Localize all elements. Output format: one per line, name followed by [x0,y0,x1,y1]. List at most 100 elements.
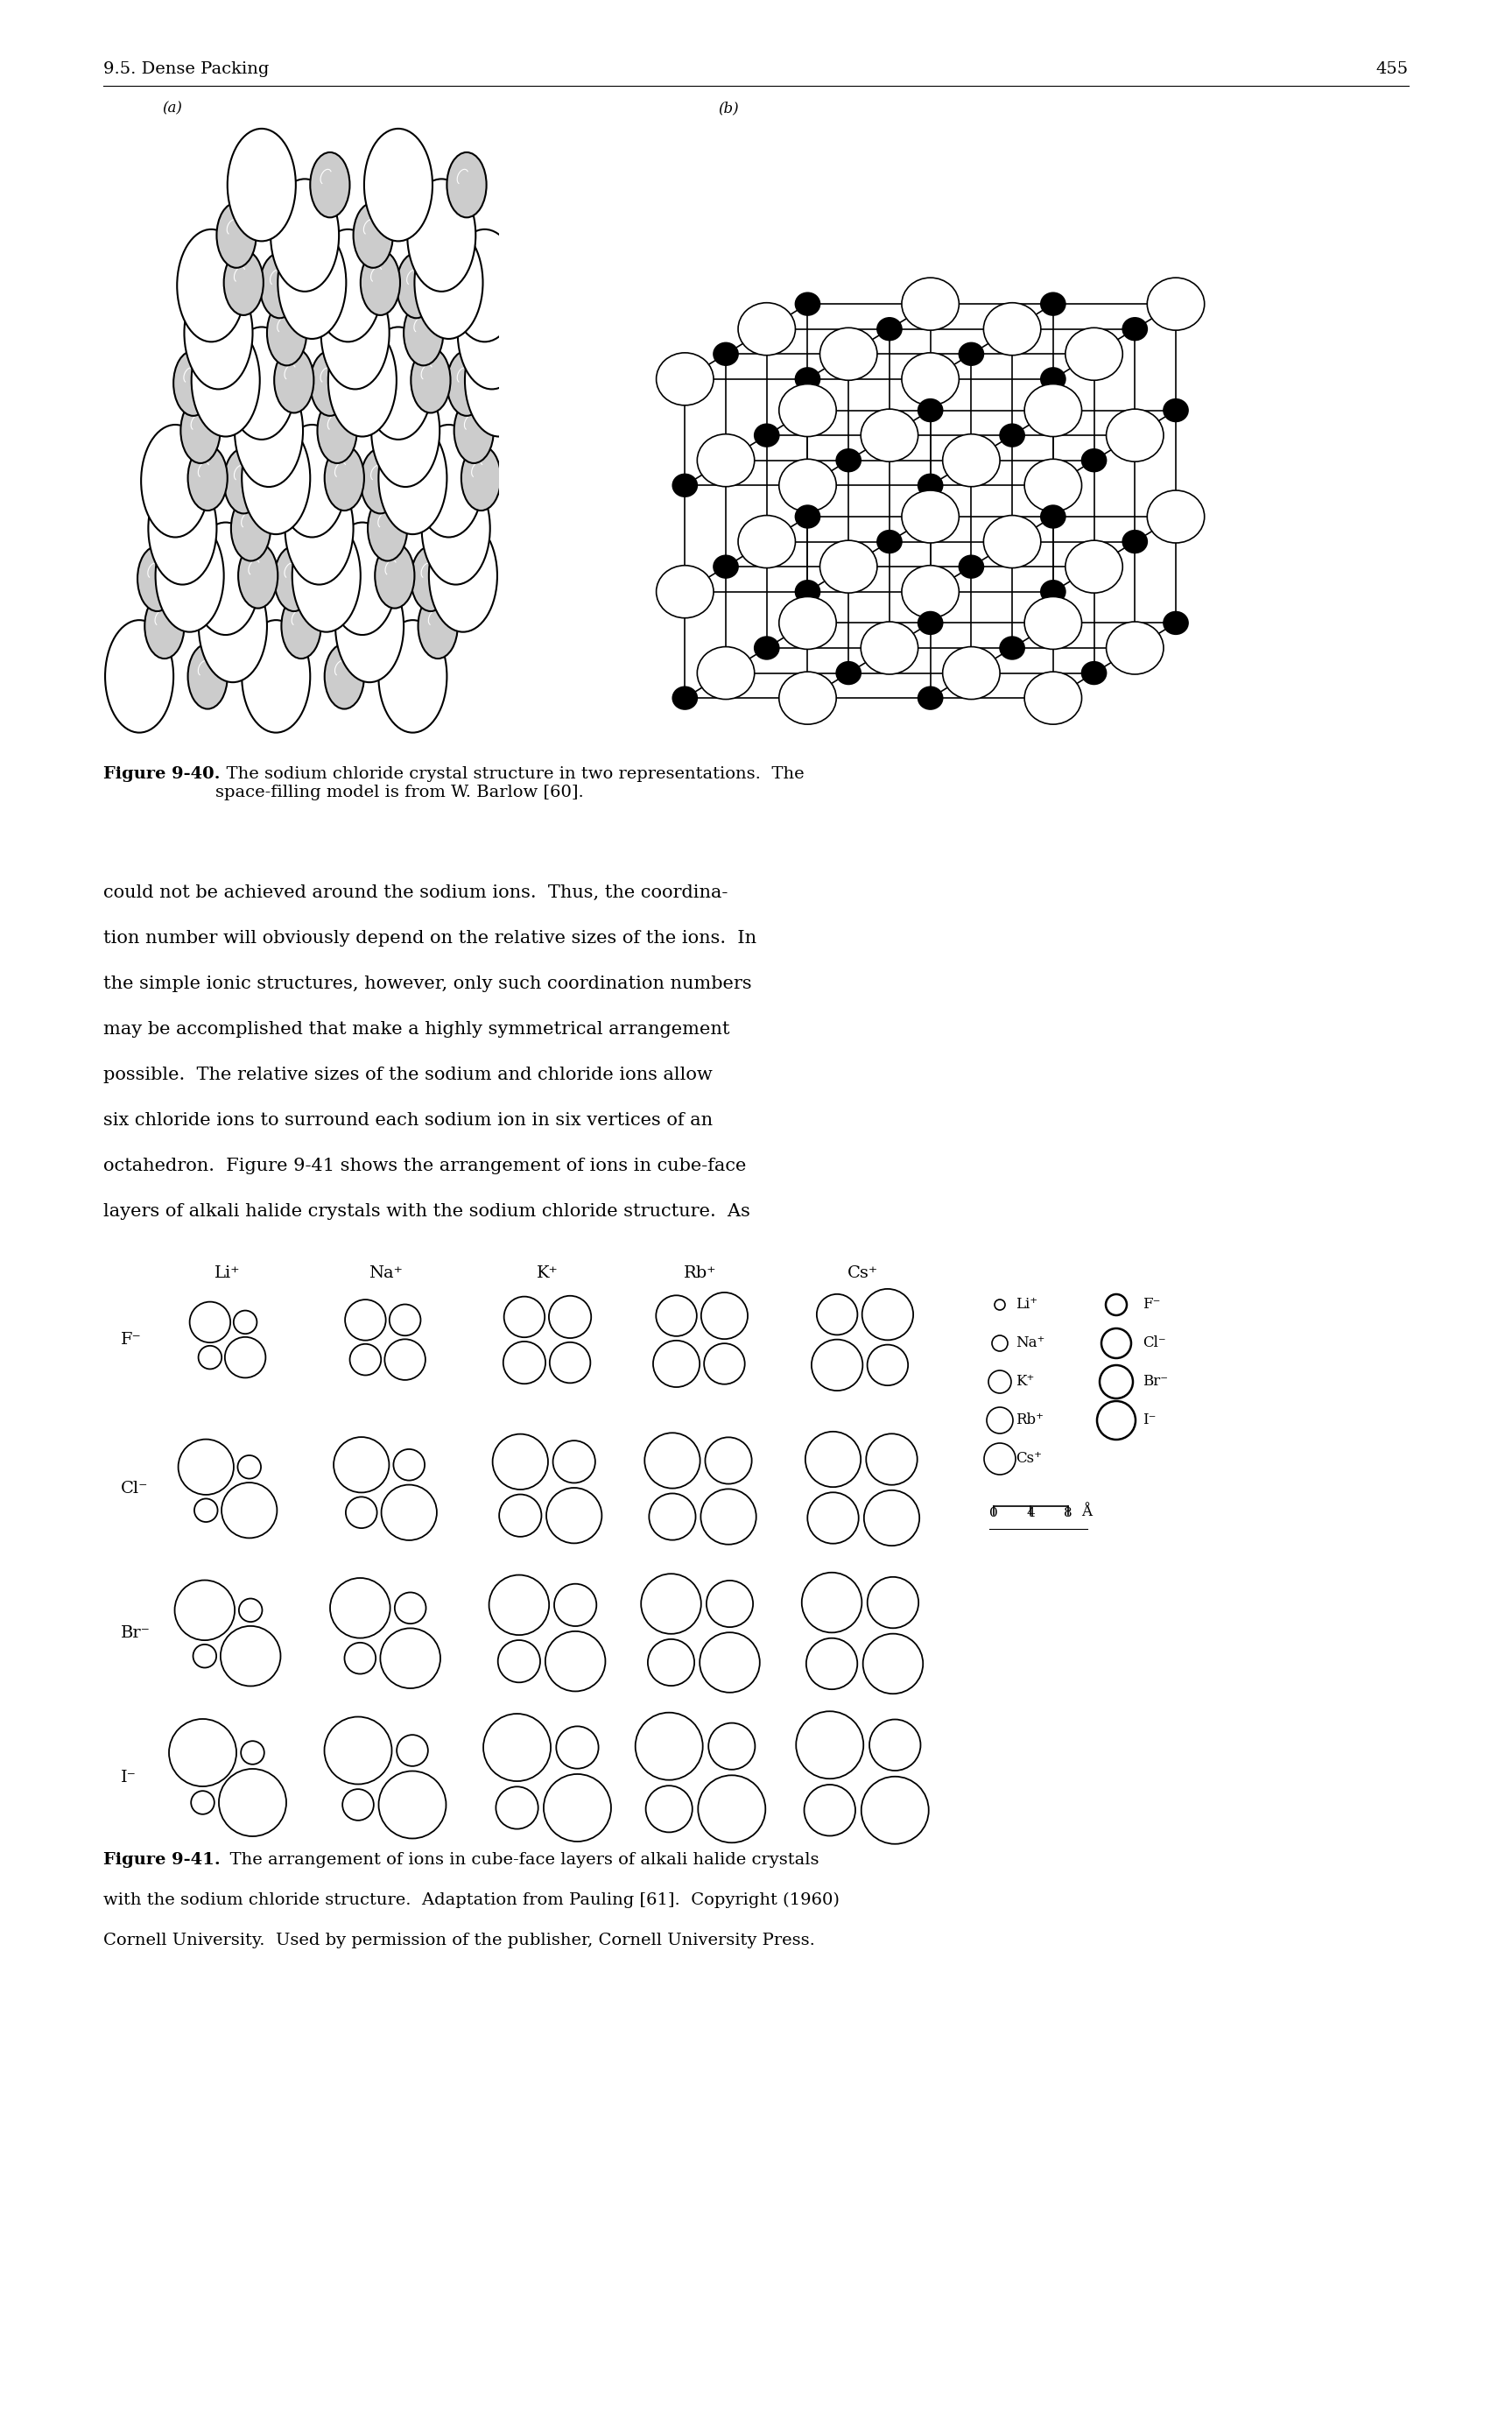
Circle shape [546,1487,602,1543]
Text: the simple ionic structures, however, only such coordination numbers: the simple ionic structures, however, on… [103,974,751,991]
Circle shape [381,1628,440,1689]
Circle shape [148,471,216,586]
Circle shape [174,350,213,416]
Circle shape [429,520,497,632]
Circle shape [404,301,443,364]
Circle shape [192,323,260,437]
Circle shape [653,1341,700,1388]
Circle shape [1105,1295,1126,1315]
Circle shape [1107,622,1164,673]
Text: I⁻: I⁻ [121,1769,136,1786]
Circle shape [656,1295,697,1336]
Circle shape [454,399,493,464]
Circle shape [942,435,999,486]
Circle shape [999,637,1025,659]
Circle shape [393,1448,425,1480]
Circle shape [175,1580,234,1640]
Circle shape [321,277,389,389]
Circle shape [862,1288,913,1339]
Circle shape [1081,450,1107,471]
Circle shape [1025,459,1081,513]
Circle shape [860,408,918,462]
Circle shape [284,471,354,586]
Circle shape [816,1295,857,1334]
Circle shape [836,661,860,685]
Circle shape [407,180,476,292]
Circle shape [550,1341,590,1383]
Circle shape [1040,505,1066,527]
Circle shape [239,544,278,608]
Circle shape [983,515,1040,569]
Circle shape [233,1310,257,1334]
Circle shape [189,1302,230,1341]
Circle shape [268,301,307,364]
Circle shape [318,399,357,464]
Circle shape [346,1497,376,1528]
Circle shape [863,1490,919,1545]
Text: I⁻: I⁻ [1143,1412,1157,1429]
Circle shape [995,1300,1005,1310]
Circle shape [496,1786,538,1830]
Circle shape [901,566,959,617]
Circle shape [367,496,407,561]
Circle shape [328,323,396,437]
Circle shape [709,1723,754,1769]
Circle shape [984,1443,1016,1475]
Circle shape [169,1718,236,1786]
Circle shape [1099,1366,1132,1397]
Circle shape [656,566,714,617]
Circle shape [219,1769,286,1837]
Text: Cornell University.  Used by permission of the publisher, Cornell University Pre: Cornell University. Used by permission o… [103,1932,815,1949]
Circle shape [411,547,451,612]
Circle shape [414,425,482,537]
Circle shape [499,1494,541,1536]
Circle shape [330,1577,390,1638]
Circle shape [138,547,177,612]
Circle shape [754,425,779,447]
Circle shape [901,277,959,330]
Circle shape [458,277,526,389]
Circle shape [820,328,877,379]
Circle shape [493,1434,547,1490]
Circle shape [860,622,918,673]
Circle shape [820,539,877,593]
Text: (b): (b) [718,100,738,117]
Text: The arrangement of ions in cube-face layers of alkali halide crystals: The arrangement of ions in cube-face lay… [219,1852,820,1869]
Circle shape [795,505,820,527]
Circle shape [714,556,738,578]
Text: Figure 9-41.: Figure 9-41. [103,1852,221,1869]
Circle shape [503,1341,546,1383]
Circle shape [1107,408,1164,462]
Circle shape [1040,581,1066,603]
Circle shape [1040,367,1066,391]
Circle shape [411,347,451,413]
Text: could not be achieved around the sodium ions.  Thus, the coordina-: could not be achieved around the sodium … [103,885,727,902]
Circle shape [1040,292,1066,316]
Circle shape [222,1482,277,1538]
Text: 4: 4 [1027,1507,1034,1519]
Text: (a): (a) [162,100,181,117]
Circle shape [942,646,999,700]
Circle shape [714,343,738,364]
Text: 455: 455 [1376,61,1409,78]
Circle shape [812,1339,863,1390]
Circle shape [553,1441,596,1482]
Circle shape [384,1339,425,1380]
Text: layers of alkali halide crystals with the sodium chloride structure.  As: layers of alkali halide crystals with th… [103,1203,750,1220]
Circle shape [364,328,432,440]
Text: F⁻: F⁻ [121,1332,142,1349]
Text: six chloride ions to surround each sodium ion in six vertices of an: six chloride ions to surround each sodiu… [103,1113,712,1130]
Circle shape [378,423,448,535]
Circle shape [806,1431,860,1487]
Circle shape [697,435,754,486]
Circle shape [673,688,697,710]
Circle shape [700,1490,756,1545]
Circle shape [544,1774,611,1842]
Circle shape [325,644,364,710]
Circle shape [992,1337,1007,1351]
Circle shape [877,530,901,554]
Circle shape [556,1725,599,1769]
Circle shape [231,496,271,561]
Circle shape [1101,1329,1131,1358]
Circle shape [227,328,296,440]
